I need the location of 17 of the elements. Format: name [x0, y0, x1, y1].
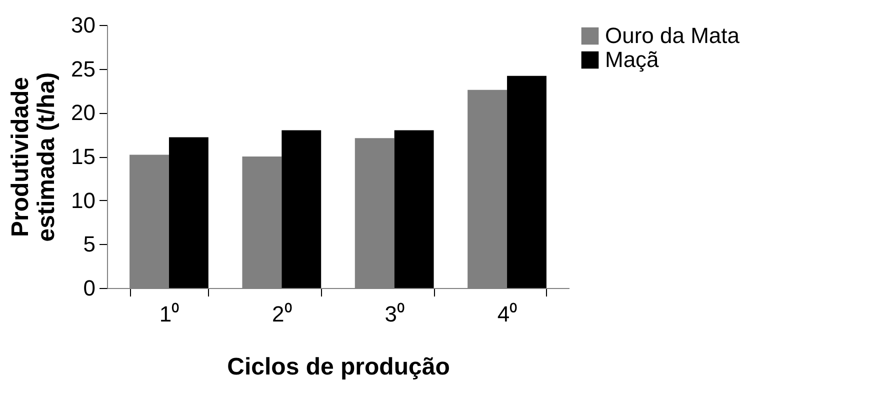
- y-tick-label: 30: [71, 12, 96, 38]
- y-tick-label: 25: [71, 56, 96, 82]
- y-tick-label: 20: [71, 100, 96, 126]
- x-tick-label: 2⁰: [272, 302, 292, 326]
- y-tick-label: 5: [83, 232, 96, 257]
- bar: [282, 130, 322, 288]
- y-tick-label: 10: [71, 188, 96, 213]
- x-tick-label: 4⁰: [497, 302, 518, 326]
- x-tick-label: 3⁰: [384, 302, 405, 326]
- y-axis-title: Produtividade estimada (t/ha): [7, 72, 60, 242]
- legend-label: Maçã: [605, 47, 660, 72]
- x-axis-title: Ciclos de produção: [227, 354, 450, 380]
- y-tick-label: 15: [71, 144, 96, 169]
- bar: [394, 130, 434, 288]
- y-tick-label: 0: [83, 276, 96, 300]
- legend-label: Ouro da Mata: [605, 23, 740, 48]
- x-tick-label: 1⁰: [159, 302, 180, 326]
